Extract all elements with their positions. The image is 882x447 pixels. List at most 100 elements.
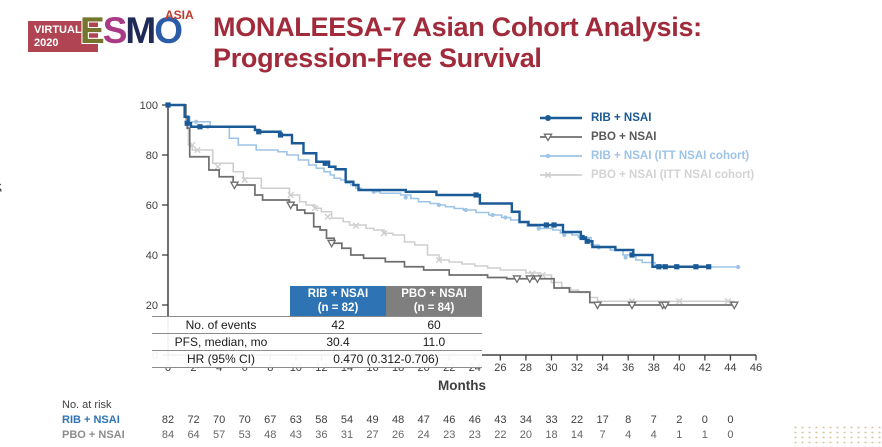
legend-label: PBO + NSAI (ITT NSAI cohort)	[591, 168, 755, 181]
at-risk-value: 27	[366, 429, 378, 441]
legend-item: RIB + NSAI (ITT NSAI cohort)	[538, 147, 754, 164]
stats-header-line: (n = 82)	[317, 302, 359, 314]
at-risk-value: 34	[520, 414, 532, 426]
at-risk-value: 4	[651, 429, 657, 441]
x-tick-label: 34	[596, 362, 608, 374]
at-risk-value: 0	[727, 429, 733, 441]
slide-title-line2: Progression-Free Survival	[213, 43, 542, 73]
x-tick-label: 6	[242, 362, 248, 374]
stats-table: RIB + NSAI (n = 82) PBO + NSAI (n = 84) No. …	[152, 286, 482, 368]
esmo-letter: O	[154, 10, 183, 51]
stats-value: 11.0	[422, 335, 446, 349]
stats-header-line: RIB + NSAI	[307, 288, 369, 300]
km-curve-rib-nsai	[165, 102, 712, 270]
x-tick-label: 26	[494, 362, 506, 374]
x-tick-label: 42	[699, 362, 711, 374]
at-risk-value: 31	[341, 429, 353, 441]
stats-header-line: PBO + NSAI	[401, 288, 467, 300]
at-risk-value: 47	[418, 414, 430, 426]
virtual-2020-badge: VIRTUAL 2020	[28, 21, 98, 52]
at-risk-value: 46	[469, 414, 481, 426]
km-curve-pbo-nsai	[168, 104, 739, 310]
x-tick-label: 36	[622, 362, 634, 374]
at-risk-value: 63	[290, 414, 302, 426]
x-tick-label: 40	[673, 362, 685, 374]
at-risk-value: 70	[239, 414, 251, 426]
y-tick-label: 60	[146, 200, 158, 212]
at-risk-value: 36	[315, 429, 327, 441]
at-risk-value: 26	[392, 429, 404, 441]
stats-column-header: PBO + NSAI (n = 84)	[386, 286, 482, 316]
km-step-line	[168, 104, 737, 306]
at-risk-value: 24	[418, 429, 430, 441]
at-risk-value: 33	[545, 414, 557, 426]
at-risk-value: 67	[264, 414, 276, 426]
at-risk-value: 23	[469, 429, 481, 441]
at-risk-row-label: PBO + NSAI	[62, 429, 125, 441]
virtual-badge-line2: 2020	[34, 37, 59, 49]
esmo-asia-logo: VIRTUAL 2020 ESMO ASIA	[28, 8, 198, 60]
at-risk-value: 4	[625, 429, 631, 441]
at-risk-value: 7	[651, 414, 657, 426]
legend-item: RIB + NSAI	[538, 109, 754, 126]
x-tick-label: 4	[216, 362, 222, 374]
x-tick-label: 32	[571, 362, 583, 374]
at-risk-value: 1	[702, 429, 708, 441]
km-curve-pbo-nsai-itt-nsai-cohort-	[168, 104, 735, 305]
x-tick-label: 28	[520, 362, 532, 374]
x-tick-label: 2	[191, 362, 197, 374]
at-risk-value: 43	[494, 414, 506, 426]
legend-label: RIB + NSAI	[591, 111, 652, 124]
legend-item: PBO + NSAI	[538, 128, 754, 145]
at-risk-value: 48	[264, 429, 276, 441]
x-tick-label: 44	[724, 362, 736, 374]
esmo-letter: E	[80, 10, 105, 51]
slide-title-line1: MONALEESA-7 Asian Cohort Analysis:	[213, 12, 702, 42]
chart-legend: RIB + NSAI PBO + NSAI RIB + NSAI (ITT NSAI…	[538, 109, 754, 183]
x-tick-label: 0	[165, 362, 171, 374]
at-risk-value: 1	[676, 429, 682, 441]
at-risk-value: 57	[213, 429, 225, 441]
esmo-letter: S	[102, 10, 128, 51]
at-risk-value: 82	[162, 414, 174, 426]
stats-row-label: No. of events	[185, 318, 257, 332]
x-tick-label: 8	[267, 362, 273, 374]
at-risk-value: 20	[520, 429, 532, 441]
y-tick-label: 80	[146, 150, 158, 162]
stats-header-spacer	[152, 286, 290, 316]
km-line-swatch-icon	[540, 114, 582, 121]
at-risk-value: 22	[494, 429, 506, 441]
esmo-wordmark: ESMO	[80, 10, 183, 52]
at-risk-value: 46	[443, 414, 455, 426]
y-tick-label: 20	[146, 300, 158, 312]
at-risk-value: 58	[315, 414, 327, 426]
stats-row-label: PFS, median, mo	[174, 335, 268, 349]
at-risk-value: 49	[366, 414, 378, 426]
km-line-swatch-icon	[540, 133, 582, 142]
km-line-swatch-icon	[540, 171, 582, 178]
stats-row: HR (95% CI) 0.470 (0.312-0.706)	[152, 350, 482, 368]
legend-label: PBO + NSAI	[591, 130, 657, 143]
km-step-line	[168, 104, 739, 268]
at-risk-value: 17	[596, 414, 608, 426]
legend-label: RIB + NSAI (ITT NSAI cohort)	[591, 149, 750, 162]
at-risk-value: 14	[571, 429, 583, 441]
stats-row-label: HR (95% CI)	[186, 352, 255, 366]
at-risk-value: 43	[290, 429, 302, 441]
x-axis-title: Months	[438, 378, 486, 393]
at-risk-row-label: RIB + NSAI	[62, 414, 120, 426]
at-risk-value: 7	[600, 429, 606, 441]
asia-superscript: ASIA	[165, 8, 194, 22]
at-risk-title: No. at risk	[62, 399, 112, 411]
y-tick-label: 100	[140, 100, 158, 112]
stats-row: PFS, median, mo 30.4 11.0	[152, 333, 482, 350]
at-risk-value: 72	[187, 414, 199, 426]
at-risk-value: 18	[545, 429, 557, 441]
stats-value: 30.4	[326, 335, 350, 349]
at-risk-value: 48	[392, 414, 404, 426]
km-line-swatch-icon	[540, 153, 582, 158]
stats-value: 60	[427, 318, 441, 332]
at-risk-value: 22	[571, 414, 583, 426]
